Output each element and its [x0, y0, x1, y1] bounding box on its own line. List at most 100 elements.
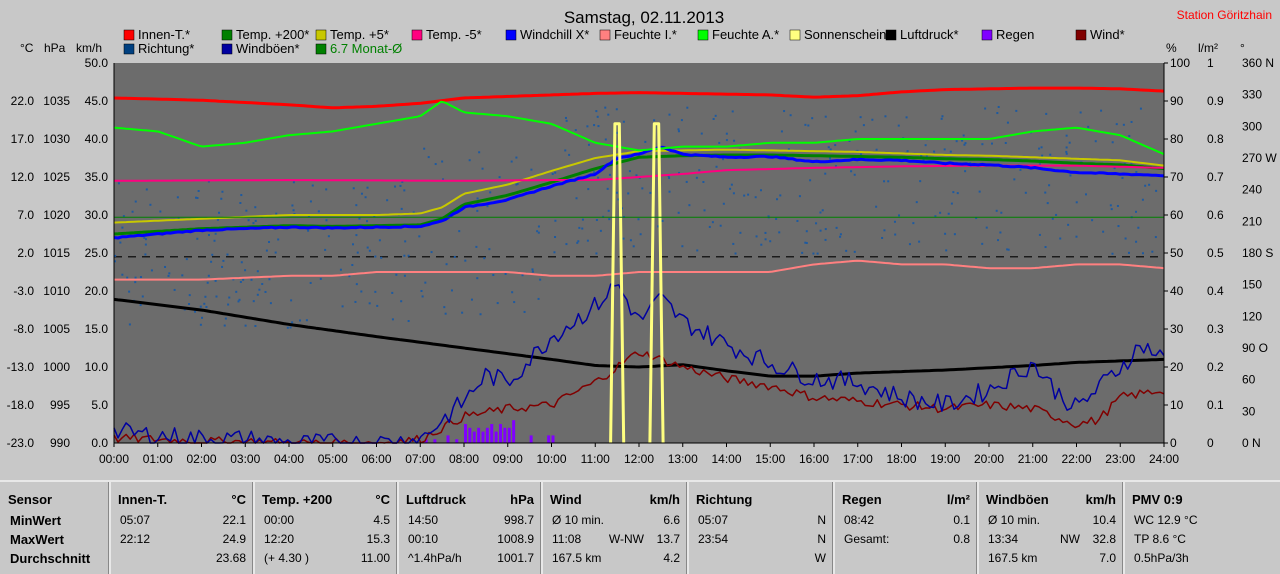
direction-point — [412, 211, 415, 214]
direction-point — [307, 215, 310, 218]
x-tick-label: 09:00 — [493, 452, 523, 466]
direction-point — [1135, 170, 1138, 173]
series-feuchte-a — [113, 100, 1165, 156]
direction-point — [894, 233, 897, 236]
cell-label: 22:12 — [120, 532, 151, 546]
cell-label: Durchschnitt — [10, 551, 91, 566]
direction-point — [587, 143, 590, 146]
legend-label: Temp. -5* — [426, 27, 482, 42]
direction-point — [537, 225, 540, 228]
y-rain-tick-label: 0.3 — [1207, 322, 1224, 336]
direction-point — [1122, 123, 1125, 126]
table-column: Windböen km/h Ø 10 min. 10.4 13:34 NW 32.8 167.… — [978, 482, 1124, 574]
direction-point — [999, 231, 1002, 234]
direction-point — [778, 231, 781, 234]
table-row: (+ 4.30 ) 11.00 — [264, 551, 390, 569]
cell-label: 13:34 — [988, 532, 1019, 546]
direction-point — [418, 235, 421, 238]
direction-point — [1079, 111, 1082, 114]
y-hpa-tick-label: 1025 — [43, 170, 70, 184]
direction-point — [686, 106, 689, 109]
direction-point — [597, 176, 600, 179]
cell-label: 23:54 — [698, 532, 729, 546]
table-row: W — [698, 551, 826, 569]
table-row: 08:42 0.1 — [844, 513, 970, 531]
direction-point — [853, 250, 856, 253]
table-row: TP 8.6 °C — [1134, 532, 1272, 550]
direction-point — [167, 274, 170, 277]
rain-bar — [529, 435, 533, 443]
y-rain-tick-label: 0.9 — [1207, 94, 1224, 108]
direction-point — [515, 156, 518, 159]
x-tick-label: 20:00 — [974, 452, 1004, 466]
direction-point — [1102, 230, 1105, 233]
direction-point — [1111, 141, 1114, 144]
direction-point — [617, 198, 620, 201]
direction-point — [205, 305, 208, 308]
cell-label: 167.5 km — [552, 551, 602, 565]
direction-point — [962, 134, 965, 137]
direction-point — [575, 197, 578, 200]
direction-point — [1065, 150, 1068, 153]
y-pct-tick-label: 100 — [1170, 56, 1190, 70]
direction-point — [207, 234, 210, 237]
direction-point — [442, 178, 445, 181]
direction-point — [355, 234, 358, 237]
direction-point — [489, 191, 492, 194]
direction-point — [256, 270, 259, 273]
direction-point — [1110, 208, 1113, 211]
axis-head-rain: l/m² — [1198, 41, 1218, 55]
x-tick-label: 19:00 — [930, 452, 960, 466]
legend-swatch — [315, 43, 327, 55]
direction-point — [1117, 225, 1120, 228]
legend-swatch — [221, 43, 233, 55]
rain-bar — [485, 427, 489, 443]
cell-value: 15.3 — [366, 532, 390, 546]
y-kmh-tick-label: 40.0 — [85, 132, 109, 146]
direction-point — [1139, 107, 1142, 110]
direction-point — [245, 209, 248, 212]
direction-point — [805, 230, 808, 233]
cell-label: 00:00 — [264, 513, 295, 527]
direction-point — [597, 125, 600, 128]
y-rain-tick-label: 0.5 — [1207, 246, 1224, 260]
y-hpa-tick-label: 1005 — [43, 322, 70, 336]
y-hpa-tick-label: 990 — [50, 436, 70, 450]
direction-point — [1048, 184, 1051, 187]
direction-point — [360, 290, 363, 293]
direction-point — [725, 139, 728, 142]
table-row: WC 12.9 °C — [1134, 513, 1272, 531]
direction-point — [492, 274, 495, 277]
direction-point — [1111, 252, 1114, 255]
direction-point — [275, 212, 278, 215]
direction-point — [401, 180, 404, 183]
cell-value: 7.0 — [1099, 551, 1116, 565]
direction-point — [606, 187, 609, 190]
x-tick-label: 22:00 — [1061, 452, 1091, 466]
direction-point — [564, 149, 567, 152]
y-direction-tick-label: 90 O — [1242, 341, 1268, 355]
direction-point — [237, 300, 240, 303]
direction-point — [661, 219, 664, 222]
direction-point — [908, 243, 911, 246]
x-tick-label: 04:00 — [274, 452, 304, 466]
cell-value: 23.68 — [215, 551, 246, 565]
direction-point — [839, 235, 842, 238]
direction-point — [510, 160, 513, 163]
direction-point — [368, 249, 371, 252]
table-separator — [686, 482, 689, 574]
direction-point — [441, 160, 444, 163]
direction-point — [834, 165, 837, 168]
direction-point — [586, 239, 589, 242]
direction-point — [197, 190, 200, 193]
direction-point — [254, 206, 257, 209]
direction-point — [677, 130, 680, 133]
column-unit: l/m² — [946, 492, 970, 507]
cell-label: 05:07 — [698, 513, 729, 527]
direction-point — [1075, 235, 1078, 238]
direction-point — [632, 245, 635, 248]
direction-point — [291, 204, 294, 207]
direction-point — [450, 289, 453, 292]
direction-point — [368, 302, 371, 305]
column-unit: km/h — [1085, 492, 1116, 507]
